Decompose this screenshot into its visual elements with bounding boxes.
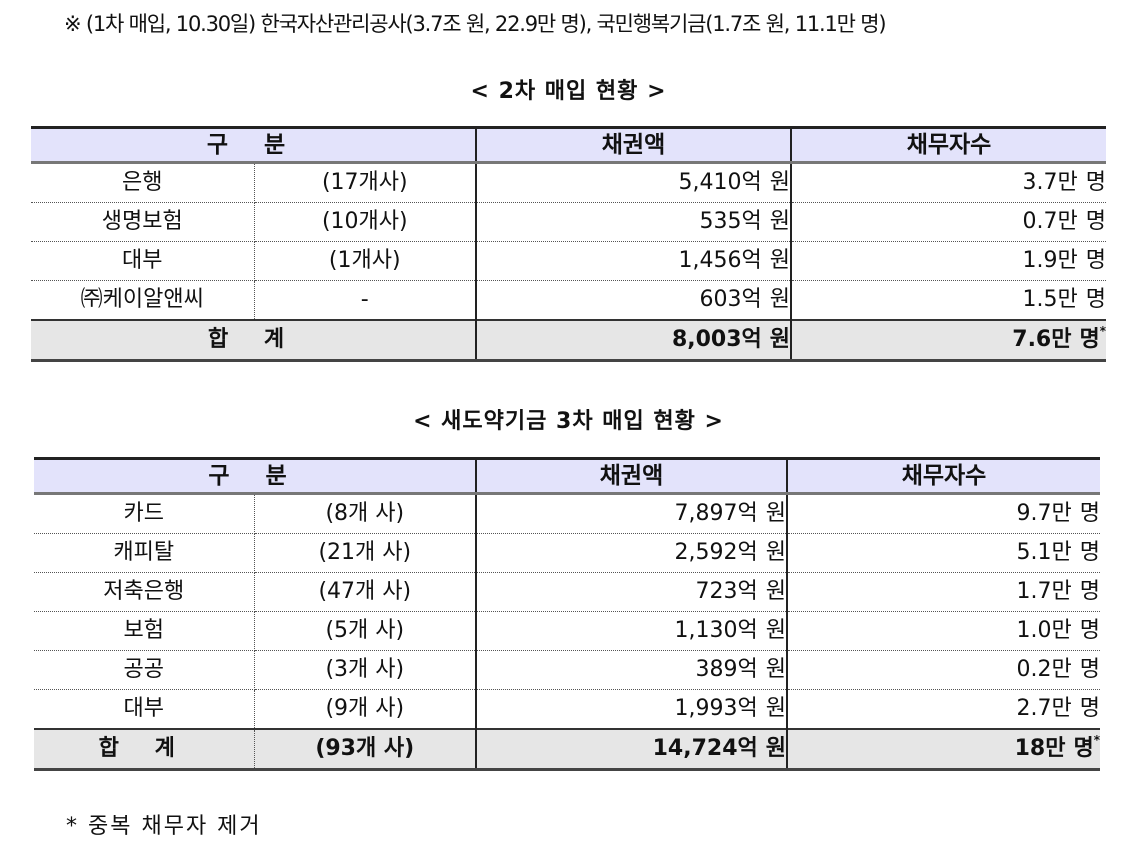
table-row: 저축은행 (47개 사) 723억 원 1.7만 명 [34,572,1101,612]
row-category: 보험 [34,611,255,651]
table-row: 공공 (3개 사) 389억 원 0.2만 명 [34,650,1101,690]
table-row: 카드 (8개 사) 7,897억 원 9.7만 명 [34,493,1101,534]
table-header-row: 구 분 채권액 채무자수 [31,126,1107,164]
header-category: 구 분 [31,126,477,164]
row-category: 대부 [31,241,255,281]
total-count: (93개 사) [254,728,477,771]
row-debtors: 1.5만 명 [790,280,1107,320]
row-amount: 723억 원 [475,572,788,612]
row-amount: 1,130억 원 [475,611,788,651]
table-row: 생명보험 (10개사) 535억 원 0.7만 명 [31,202,1107,242]
total-label: 합 계 [34,728,255,771]
footnote: * 중복 채무자 제거 [66,814,262,839]
total-amount: 8,003억 원 [475,319,792,362]
row-category: 공공 [34,650,255,690]
row-debtors: 1.9만 명 [790,241,1107,281]
row-debtors: 0.2만 명 [786,650,1101,690]
row-debtors: 2.7만 명 [786,689,1101,729]
table-row: 캐피탈 (21개 사) 2,592억 원 5.1만 명 [34,533,1101,573]
row-amount: 535억 원 [475,202,792,242]
table1-caption: < 2차 매입 현황 > [470,79,667,104]
row-amount: 7,897억 원 [475,493,788,534]
total-debtors: 18만 명* [786,728,1101,771]
second-purchase-table: 구 분 채권액 채무자수 은행 (17개사) 5,410억 원 3.7만 명 생명보… [31,126,1107,362]
row-amount: 1,456억 원 [475,241,792,281]
total-debtors: 7.6만 명* [790,319,1107,362]
row-amount: 2,592억 원 [475,533,788,573]
row-category: 저축은행 [34,572,255,612]
third-purchase-table: 구 분 채권액 채무자수 카드 (8개 사) 7,897억 원 9.7만 명 캐피탈… [34,457,1101,771]
row-category: 캐피탈 [34,533,255,573]
first-purchase-note: ※ (1차 매입, 10.30일) 한국자산관리공사(3.7조 원, 22.9만… [64,12,887,36]
table2-caption: < 새도약기금 3차 매입 현황 > [413,409,724,434]
row-debtors: 3.7만 명 [790,162,1107,203]
table-row: 은행 (17개사) 5,410억 원 3.7만 명 [31,162,1107,203]
row-count: (1개사) [254,241,477,281]
row-count: (9개 사) [325,696,405,721]
total-row: 합 계 8,003억 원 7.6만 명* [31,319,1107,362]
table-row: 대부 (9개 사) 1,993억 원 2.7만 명 [34,689,1101,729]
row-debtors: 0.7만 명 [790,202,1107,242]
total-row: 합 계 (93개 사) 14,724억 원 18만 명* [34,728,1101,771]
header-debtors: 채무자수 [790,126,1107,164]
header-amount: 채권액 [475,457,788,495]
header-debtors: 채무자수 [786,457,1101,495]
total-label: 합 계 [31,319,477,362]
row-debtors: 9.7만 명 [786,493,1101,534]
row-count: (10개사) [254,202,477,242]
row-debtors: 5.1만 명 [786,533,1101,573]
total-amount: 14,724억 원 [475,728,788,771]
row-count: (8개 사) [254,493,477,534]
table-row: ㈜케이알앤씨 - 603억 원 1.5만 명 [31,280,1107,320]
row-debtors: 1.7만 명 [786,572,1101,612]
row-amount: 1,993억 원 [475,689,788,729]
row-count: (3개 사) [254,650,477,690]
header-amount: 채권액 [475,126,792,164]
row-count: - [360,287,369,312]
row-count: (47개 사) [254,572,477,612]
row-amount: 603억 원 [475,280,792,320]
row-count: (21개 사) [254,533,477,573]
row-category: 카드 [34,493,255,534]
table-row: 보험 (5개 사) 1,130억 원 1.0만 명 [34,611,1101,651]
row-debtors: 1.0만 명 [786,611,1101,651]
table-header-row: 구 분 채권액 채무자수 [34,457,1101,495]
table-row: 대부 (1개사) 1,456억 원 1.9만 명 [31,241,1107,281]
row-amount: 5,410억 원 [475,162,792,203]
row-count: (17개사) [254,162,477,203]
row-category: 생명보험 [31,202,255,242]
footnote-mark: * [1099,324,1107,338]
row-count: (5개 사) [254,611,477,651]
row-category: ㈜케이알앤씨 [31,280,255,320]
row-amount: 389억 원 [475,650,788,690]
header-category: 구 분 [34,457,477,495]
row-category: 은행 [31,162,255,203]
row-category: 대부 [34,689,255,729]
footnote-mark: * [1093,733,1101,747]
